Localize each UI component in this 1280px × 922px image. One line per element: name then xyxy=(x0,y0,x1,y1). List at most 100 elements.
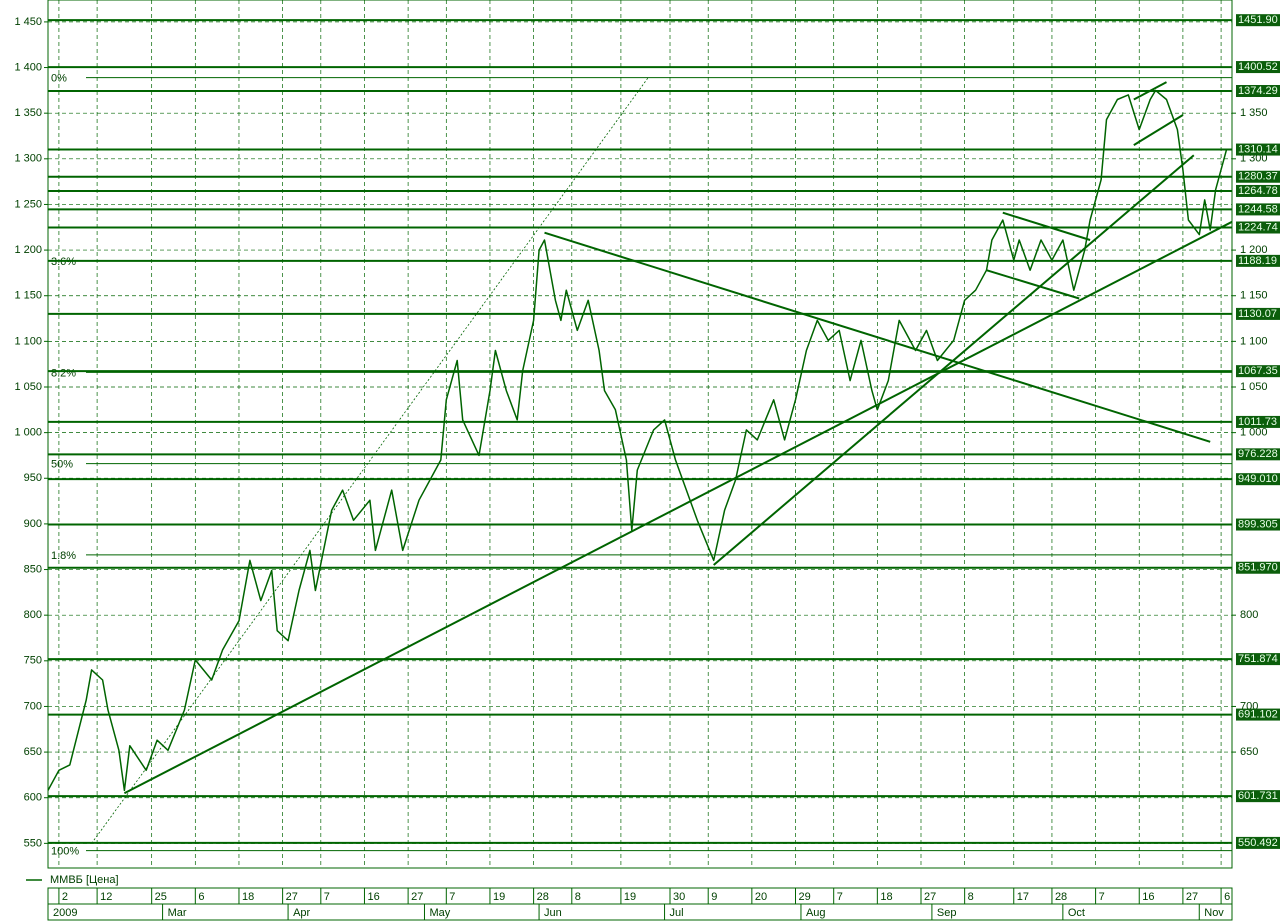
y-tick-label: 1 100 xyxy=(14,335,42,347)
x-tick-label: 7 xyxy=(1099,891,1105,903)
fib-label: 1.8% xyxy=(51,550,76,562)
y-tick-label: 1 350 xyxy=(14,107,42,119)
y-tick-label: 600 xyxy=(24,792,42,804)
level-box xyxy=(1236,653,1280,666)
y2-tick-label: 1 350 xyxy=(1240,107,1268,119)
level-label: 1224.74 xyxy=(1238,221,1278,233)
month-label: Aug xyxy=(806,907,826,919)
x-tick-label: 6 xyxy=(1224,891,1230,903)
x-tick-label: 20 xyxy=(755,891,767,903)
month-label: May xyxy=(429,907,450,919)
month-label: Jul xyxy=(670,907,684,919)
x-tick-label: 18 xyxy=(242,891,254,903)
level-box xyxy=(1236,518,1280,531)
x-tick-label: 16 xyxy=(367,891,379,903)
price-line xyxy=(47,89,1228,792)
level-box xyxy=(1236,365,1280,378)
y2-tick-label: 1 200 xyxy=(1240,244,1268,256)
month-label: Apr xyxy=(293,907,310,919)
x-tick-label: 19 xyxy=(624,891,636,903)
level-label: 1130.07 xyxy=(1238,308,1277,320)
x-tick-label: 7 xyxy=(449,891,455,903)
trendline xyxy=(1133,81,1167,101)
x-tick-label: 29 xyxy=(799,891,811,903)
legend-label: ММВБ [Цена] xyxy=(50,874,119,886)
y-tick-label: 1 200 xyxy=(14,244,42,256)
level-label: 751.874 xyxy=(1238,653,1278,665)
y-tick-label: 900 xyxy=(24,518,42,530)
x-tick-label: 19 xyxy=(493,891,505,903)
x-tick-label: 18 xyxy=(880,891,892,903)
x-tick-label: 17 xyxy=(1017,891,1029,903)
level-label: 1310.14 xyxy=(1238,143,1278,155)
y-tick-label: 1 300 xyxy=(14,153,42,165)
y2-tick-label: 1 100 xyxy=(1240,335,1268,347)
level-label: 1264.78 xyxy=(1238,185,1278,197)
y2-tick-label: 1 150 xyxy=(1240,290,1268,302)
x-tick-label: 8 xyxy=(575,891,581,903)
trendline xyxy=(986,269,1080,300)
y-tick-label: 1 150 xyxy=(14,290,42,302)
month-label: Nov xyxy=(1204,907,1224,919)
guide-line xyxy=(91,77,649,844)
level-label: 1280.37 xyxy=(1238,171,1278,183)
level-label: 1011.73 xyxy=(1238,416,1277,428)
month-label: Mar xyxy=(168,907,187,919)
level-label: 601.731 xyxy=(1238,790,1278,802)
level-label: 1067.35 xyxy=(1238,365,1278,377)
level-label: 550.492 xyxy=(1238,837,1278,849)
level-box xyxy=(1236,708,1280,721)
month-label: Jun xyxy=(544,907,562,919)
fib-label: 0% xyxy=(51,72,67,84)
y-tick-label: 650 xyxy=(24,746,42,758)
y-tick-label: 950 xyxy=(24,472,42,484)
level-box xyxy=(1236,85,1280,98)
level-box xyxy=(1236,170,1280,183)
level-box xyxy=(1236,203,1280,216)
level-box xyxy=(1236,448,1280,461)
fib-label: 50% xyxy=(51,459,73,471)
y-tick-label: 850 xyxy=(24,563,42,575)
level-box xyxy=(1236,561,1280,574)
y2-tick-label: 650 xyxy=(1240,746,1258,758)
level-label: 949.010 xyxy=(1238,473,1278,485)
level-box xyxy=(1236,61,1280,74)
x-tick-label: 8 xyxy=(968,891,974,903)
y-tick-label: 1 050 xyxy=(14,381,42,393)
level-label: 1188.19 xyxy=(1238,255,1277,267)
level-label: 1374.29 xyxy=(1238,85,1278,97)
x-tick-label: 27 xyxy=(924,891,936,903)
level-label: 851.970 xyxy=(1238,562,1278,574)
level-box xyxy=(1236,143,1280,156)
level-label: 1451.90 xyxy=(1238,14,1278,26)
x-tick-label: 7 xyxy=(324,891,330,903)
level-box xyxy=(1236,184,1280,197)
level-box xyxy=(1236,473,1280,486)
month-label: Oct xyxy=(1068,907,1085,919)
level-box xyxy=(1236,415,1280,428)
fib-label: 3.6% xyxy=(51,256,76,268)
level-label: 1244.58 xyxy=(1238,203,1278,215)
x-tick-label: 2 xyxy=(62,891,68,903)
x-tick-label: 27 xyxy=(411,891,423,903)
trendline xyxy=(1002,211,1091,241)
y2-tick-label: 1 300 xyxy=(1240,153,1268,165)
plot-frame xyxy=(47,0,1233,869)
level-box xyxy=(1236,254,1280,267)
level-label: 1400.52 xyxy=(1238,61,1278,73)
month-label: Sep xyxy=(937,907,957,919)
level-label: 691.102 xyxy=(1238,708,1278,720)
y-tick-label: 800 xyxy=(24,609,42,621)
level-label: 899.305 xyxy=(1238,518,1278,530)
y-tick-label: 1 000 xyxy=(14,427,42,439)
y-tick-label: 550 xyxy=(24,837,42,849)
y-tick-label: 1 250 xyxy=(14,198,42,210)
y-tick-label: 1 450 xyxy=(14,16,42,28)
level-box xyxy=(1236,307,1280,320)
x-tick-label: 6 xyxy=(198,891,204,903)
y-tick-label: 1 400 xyxy=(14,61,42,73)
level-box xyxy=(1236,14,1280,27)
x-tick-label: 28 xyxy=(1055,891,1067,903)
